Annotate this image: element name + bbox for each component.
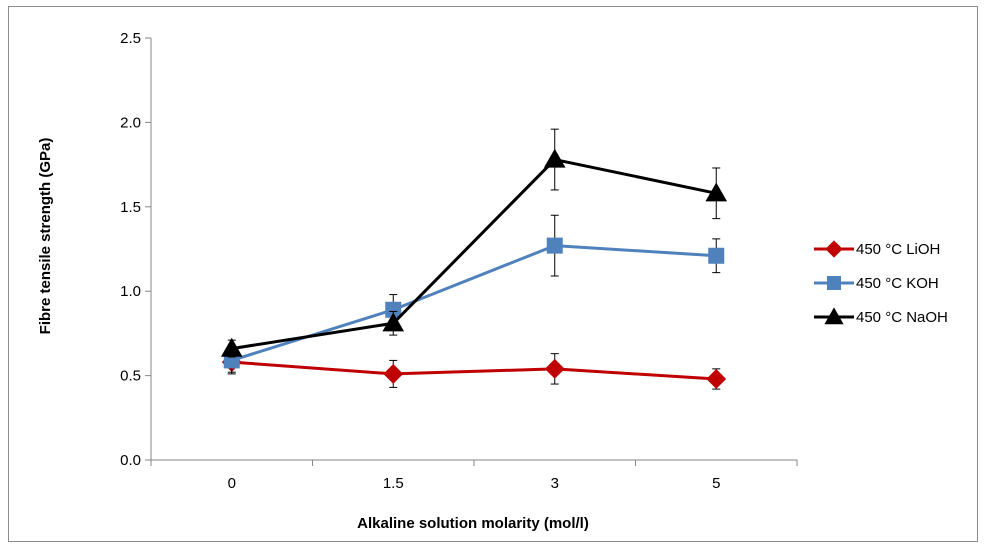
data-point [220, 337, 243, 357]
legend-item: 450 °C KOH [814, 275, 939, 292]
y-axis-title: Fibre tensile strength (GPa) [37, 138, 54, 335]
y-tick-label: 1.0 [120, 283, 141, 300]
data-point [385, 301, 402, 318]
legend-label: 450 °C KOH [856, 275, 939, 292]
y-tick-label: 1.5 [120, 199, 141, 216]
legend-label: 450 °C NaOH [856, 309, 948, 326]
legend-marker [827, 276, 841, 290]
y-tick-label: 0.5 [120, 368, 141, 385]
legend-marker [825, 240, 843, 258]
y-tick-label: 0.0 [120, 452, 141, 469]
axes [145, 37, 798, 466]
series-3 [220, 128, 728, 358]
data-point [706, 369, 727, 389]
legend: 450 °C LiOH 450 °C KOH 450 °C NaOH [814, 240, 948, 326]
series-line [231, 360, 717, 381]
series-line [231, 244, 717, 362]
x-tick-label: 3 [551, 475, 559, 492]
tick-labels: 0.0 0.5 1.0 1.5 2.0 2.5 0 1.5 3 5 [120, 30, 720, 492]
data-point [543, 148, 566, 168]
series-line [231, 158, 717, 351]
x-tick-label: 0 [228, 475, 236, 492]
data-point [705, 182, 728, 202]
data-point [382, 312, 405, 332]
data-point [708, 247, 725, 264]
x-axis-title: Alkaline solution molarity (mol/l) [357, 515, 589, 532]
legend-item: 450 °C NaOH [814, 307, 948, 326]
legend-item: 450 °C LiOH [814, 240, 940, 258]
series-group [220, 128, 728, 390]
data-point [383, 363, 404, 384]
chart-frame [8, 6, 978, 542]
y-tick-label: 2.5 [120, 30, 141, 47]
x-tick-label: 5 [712, 475, 720, 492]
data-point [544, 358, 565, 379]
series-1 [221, 349, 727, 390]
legend-label: 450 °C LiOH [856, 241, 940, 258]
data-point [546, 237, 563, 254]
legend-marker [824, 307, 844, 325]
series-2 [223, 214, 725, 373]
y-tick-label: 2.0 [120, 114, 141, 131]
x-tick-label: 1.5 [383, 475, 404, 492]
